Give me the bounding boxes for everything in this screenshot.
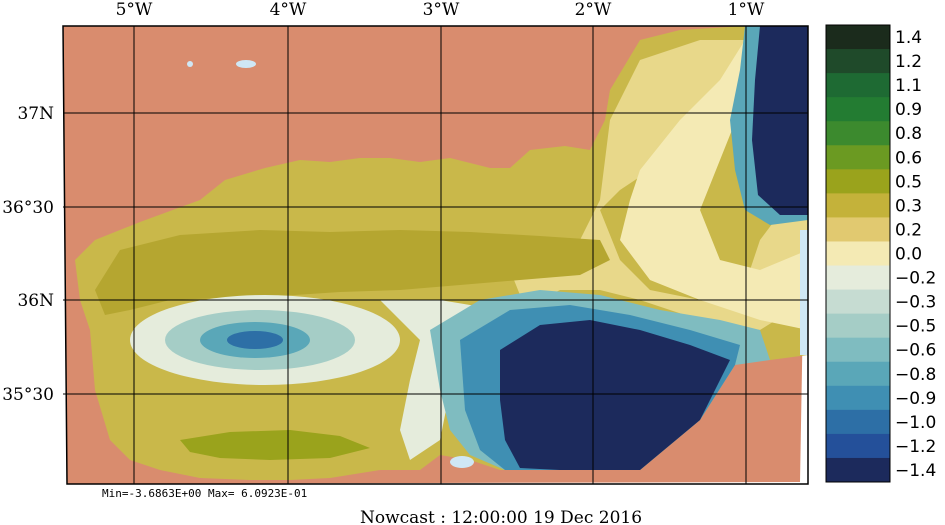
sea-anomaly-east-core [500, 320, 730, 470]
colorbar-label: −0.5 [895, 317, 936, 337]
colorbar-label: −0.8 [895, 365, 936, 385]
sea-anomaly-west-core [227, 331, 283, 349]
stats-text: Min=-3.6863E+00 Max= 6.0923E-01 [102, 487, 307, 500]
colorbar-label: −1.0 [895, 413, 936, 433]
colorbar-label: 0.3 [895, 196, 922, 216]
colorbar-label: 0.5 [895, 172, 922, 192]
graticule [63, 26, 808, 484]
sea-olive-south [180, 430, 370, 460]
colorbar-swatch [826, 289, 890, 315]
colorbar-frame [825, 24, 891, 483]
map-frame [62, 25, 809, 485]
lake-north-2 [187, 61, 193, 67]
colorbar-swatch [826, 409, 890, 435]
colorbar-label: −0.6 [895, 341, 936, 361]
colorbar-label: 1.1 [895, 76, 922, 96]
lat-label: 37N [17, 104, 54, 124]
lake-south [450, 456, 474, 468]
colorbar-swatch [826, 313, 890, 339]
lon-label: 2°W [575, 0, 612, 20]
colorbar-label: −1.2 [895, 437, 936, 457]
sea-anomaly-northeast-core [752, 26, 808, 215]
colorbar-swatch [826, 25, 890, 50]
lon-labels: 5°W 4°W 3°W 2°W 1°W [116, 0, 765, 20]
caption: Nowcast : 12:00:00 19 Dec 2016 [360, 508, 642, 525]
colorbar-swatch [826, 337, 890, 363]
colorbar-swatch [826, 73, 890, 98]
colorbar-label: −0.9 [895, 389, 936, 409]
sea-cream-band [620, 40, 808, 330]
colorbar-label: −1.4 [895, 461, 936, 481]
sea-olive-west [95, 230, 610, 315]
colorbar-label: 0.2 [895, 220, 922, 240]
colorbar-swatch [826, 49, 890, 74]
colorbar-swatch [826, 217, 890, 242]
lon-label: 1°W [728, 0, 765, 20]
lat-labels: 37N 36°30 36N 35°30 [2, 104, 54, 405]
lat-label: 36N [17, 291, 54, 311]
colorbar-label: 0.8 [895, 124, 922, 144]
lon-label: 3°W [423, 0, 460, 20]
lake-north-1 [236, 60, 256, 68]
lake-east [800, 230, 808, 355]
colorbar-swatch [826, 121, 890, 146]
lon-label: 4°W [270, 0, 307, 20]
colorbar-label: 0.6 [895, 148, 922, 168]
colorbar-label: −0.2 [895, 269, 936, 289]
colorbar-label: 0.9 [895, 100, 922, 120]
colorbar-swatch [826, 169, 890, 194]
colorbar-swatch [826, 97, 890, 122]
colorbar-swatch [826, 361, 890, 387]
lat-label: 35°30 [2, 385, 54, 405]
lon-label: 5°W [116, 0, 153, 20]
colorbar-label: 1.2 [895, 52, 922, 72]
lat-label: 36°30 [2, 198, 54, 218]
colorbar-swatch [826, 433, 890, 459]
colorbar-label: 1.4 [895, 28, 922, 48]
colorbar-swatch [826, 241, 890, 267]
colorbar-label: 0.0 [895, 245, 922, 265]
colorbar-swatch [826, 265, 890, 291]
colorbar: 1.4 1.2 1.1 0.9 0.8 0.6 0.5 0.3 0.2 0.0 −0.2 −0.3 −0… [825, 24, 936, 483]
colorbar-swatch [826, 385, 890, 411]
colorbar-swatch [826, 193, 890, 218]
colorbar-label: −0.3 [895, 293, 936, 313]
colorbar-swatch [826, 457, 890, 483]
map-panel: 5°W 4°W 3°W 2°W 1°W 37N 36°30 36N 35°30 … [2, 0, 809, 525]
colorbar-swatch [826, 145, 890, 170]
